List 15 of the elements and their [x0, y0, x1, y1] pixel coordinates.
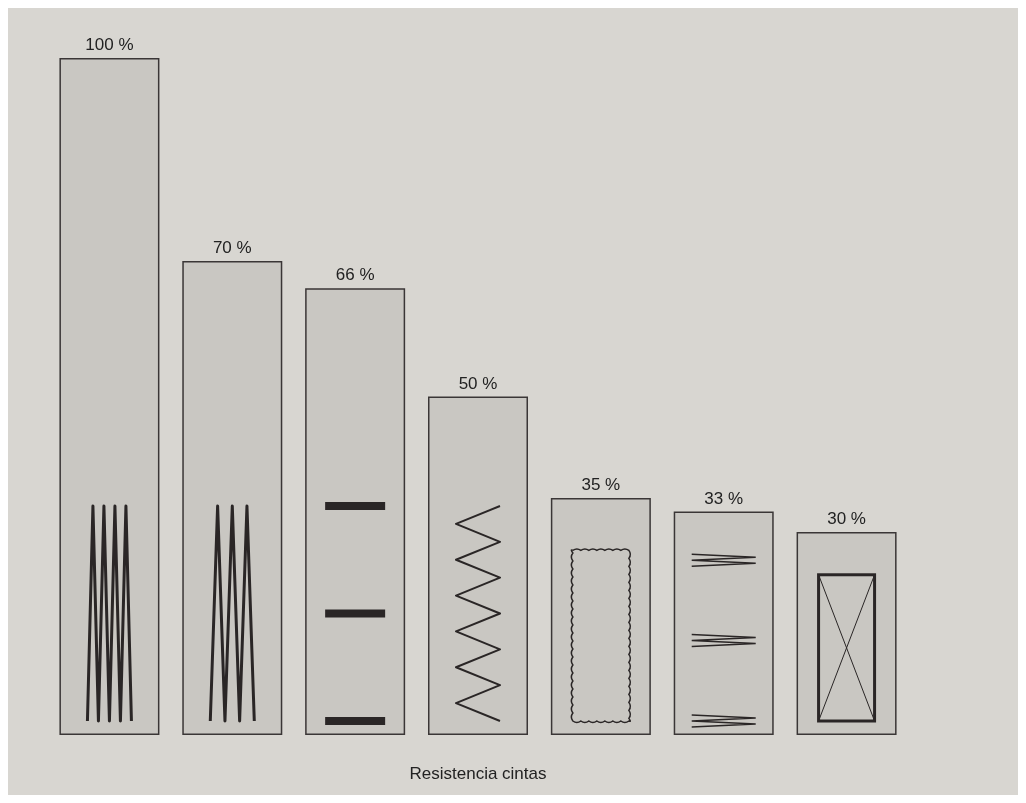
data-label: 50 % — [458, 373, 498, 393]
data-label: 100 % — [85, 35, 134, 54]
bar — [182, 261, 283, 735]
data-label: 33 % — [704, 488, 744, 508]
data-label: 35 % — [581, 475, 621, 495]
bar — [59, 58, 160, 735]
data-label: 70 % — [212, 238, 252, 258]
data-label: 66 % — [335, 265, 375, 285]
bar — [305, 288, 406, 735]
data-label: 30 % — [827, 508, 866, 528]
x-axis-title: Resistencia cintas — [409, 764, 547, 783]
bar — [796, 531, 897, 735]
bar — [550, 498, 651, 735]
bar — [673, 511, 774, 735]
bar — [428, 396, 528, 735]
